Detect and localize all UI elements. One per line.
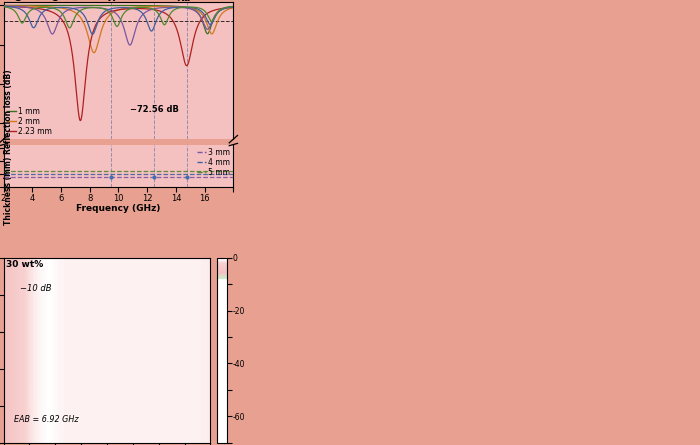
Text: X: X: [108, 0, 115, 3]
Text: EAB = 6.92 GHz: EAB = 6.92 GHz: [14, 416, 78, 425]
Text: Thickness (mm) Reflection loss (dB): Thickness (mm) Reflection loss (dB): [4, 69, 13, 225]
Text: −72.56 dB: −72.56 dB: [130, 105, 178, 114]
Legend: 3 mm, 4 mm, 5 mm: 3 mm, 4 mm, 5 mm: [196, 147, 231, 178]
Text: 30 wt%: 30 wt%: [6, 260, 43, 269]
Text: −10 dB: −10 dB: [20, 284, 52, 293]
Text: S: S: [14, 0, 22, 3]
Legend: 1 mm, 2 mm, 2.23 mm: 1 mm, 2 mm, 2.23 mm: [6, 106, 53, 137]
Text: Ku: Ku: [176, 0, 190, 3]
X-axis label: Frequency (GHz): Frequency (GHz): [76, 204, 160, 213]
Text: C: C: [50, 0, 57, 3]
